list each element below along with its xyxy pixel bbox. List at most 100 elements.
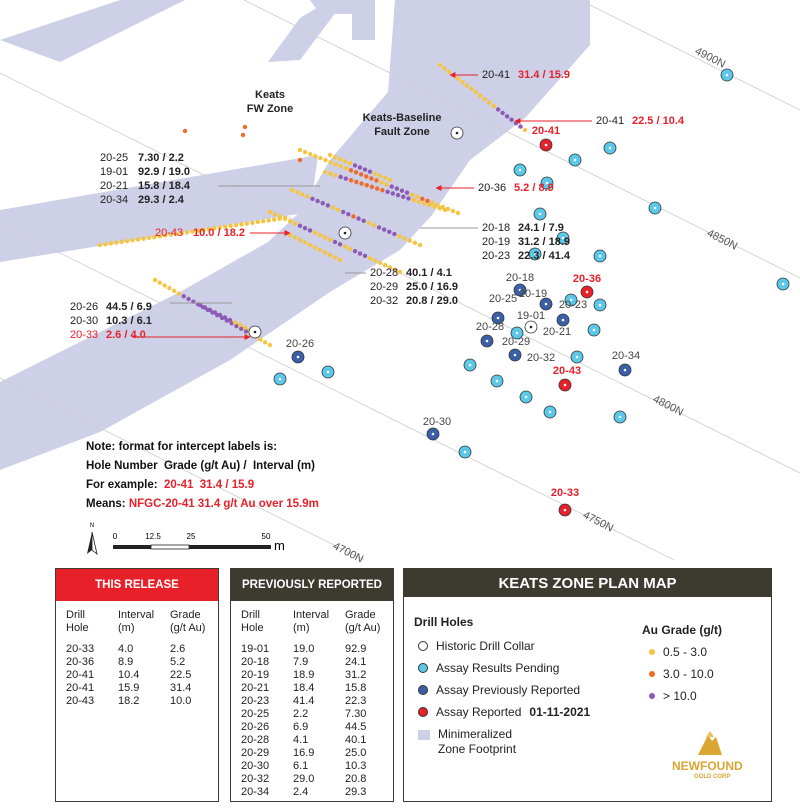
drill-hole-center (538, 212, 542, 216)
drill-trace-dot (227, 317, 233, 323)
table-cell: 20-34 (241, 786, 270, 798)
drill-trace-dot (356, 216, 361, 221)
table-cell: 29.3 (345, 786, 367, 798)
drill-hole-center (575, 355, 579, 359)
table-cell: 7.30 (345, 708, 367, 720)
drill-trace-dot (362, 253, 368, 259)
drill-trace-dot (317, 247, 323, 253)
drill-trace-dot (482, 97, 487, 102)
drill-trace-dot (300, 192, 305, 197)
column-header: Drill Hole (241, 609, 293, 635)
drill-trace-dot (233, 222, 239, 228)
zone-footprint (0, 0, 590, 470)
scale-label: 12.5 (145, 532, 161, 541)
drill-trace-dot (473, 90, 478, 95)
drill-trace-dot (332, 154, 338, 160)
drill-trace-dot (395, 192, 401, 198)
drill-trace-dot (357, 165, 363, 170)
table-cell: 20-21 (241, 682, 270, 694)
zone-label: FW Zone (247, 103, 293, 115)
legend-item: Minimeralized Zone Footprint (418, 727, 516, 757)
table-cell: 22.3 (345, 695, 367, 707)
means: NFGC-20-41 31.4 g/t Au over 15.9m (128, 498, 319, 510)
drill-trace-dot (289, 187, 295, 193)
drill-trace-dot (357, 251, 363, 256)
drill-hole-center (585, 290, 589, 294)
drill-hole-center (524, 395, 528, 399)
drill-trace-dot (359, 181, 364, 186)
table-cell: 22.5 (170, 669, 192, 681)
hole-label: 20-21 (543, 326, 571, 338)
drill-trace-dot (346, 212, 351, 217)
table-cell: 19-01 (241, 643, 270, 655)
drill-trace-dot (327, 152, 333, 158)
intercept-value: 31.2 / 18.9 (518, 236, 570, 248)
drill-hole-center (485, 339, 489, 343)
drill-hole-center (608, 146, 612, 150)
drill-hole-center (529, 325, 533, 329)
drill-trace-dot (337, 257, 343, 263)
drill-trace-dot (352, 249, 358, 254)
drill-trace-dot (271, 217, 277, 222)
drill-trace-dot (372, 171, 378, 176)
legend-item: > 10.0 (649, 689, 697, 703)
drill-trace-dot (263, 340, 268, 345)
hole-label: 20-33 (551, 487, 579, 499)
intercept-hole: 20-28 (370, 267, 398, 279)
grid-line (0, 222, 675, 561)
example: 20-41 31.4 / 15.9 (163, 479, 255, 491)
drill-trace-dot (184, 230, 190, 235)
drill-trace-dot (371, 223, 377, 228)
zone-label: Fault Zone (374, 126, 430, 138)
grid-label: 4900N (693, 45, 727, 70)
intercept-value: 2.6 / 4.0 (106, 329, 146, 341)
table-cell: 7.9 (293, 656, 309, 668)
hole-label: 20-26 (286, 338, 314, 350)
table-title: THIS RELEASE (56, 569, 218, 601)
note-means: Means: NFGC-20-41 31.4 g/t Au over 15.9m (86, 498, 319, 510)
table-cell: 8.9 (118, 656, 134, 668)
drill-hole-center (343, 231, 347, 235)
hole-label: 20-36 (573, 273, 601, 285)
table-cell: 20-28 (241, 734, 270, 746)
drill-trace-dot (509, 117, 514, 122)
drill-trace-dot (392, 231, 397, 237)
drill-hole-center (326, 370, 330, 374)
drill-trace-dot (267, 342, 273, 348)
hole-label: 20-19 (519, 288, 547, 300)
table-cell: 92.9 (345, 643, 367, 655)
drill-trace-dot (415, 194, 420, 199)
intercept-value: 29.3 / 2.4 (138, 194, 185, 206)
drill-trace-dot (332, 239, 338, 245)
intercept-hole: 20-32 (370, 295, 398, 307)
drill-trace-dot (417, 242, 423, 248)
drill-hole-center (518, 168, 522, 172)
drill-trace-dot (382, 262, 388, 268)
drill-trace-dot (207, 307, 213, 313)
grid-line (243, 0, 800, 279)
drill-trace-dot (315, 198, 320, 204)
drill-trace-dot (343, 176, 349, 181)
drill-trace-dot (327, 237, 333, 242)
scale-unit: m (274, 538, 285, 553)
drill-trace-dot (141, 236, 146, 241)
legend-item: Historic Drill Collar (418, 639, 535, 653)
drill-trace-dot (402, 236, 407, 241)
note-example: For example: 20-41 31.4 / 15.9 (86, 479, 254, 491)
drill-trace-dot (478, 93, 483, 98)
table-cell: 6.9 (293, 721, 309, 733)
drill-trace-dot (437, 206, 442, 211)
legend-label: Assay Results Pending (436, 661, 560, 675)
drill-trace-dot (430, 200, 435, 206)
header-line: Interval (118, 609, 155, 621)
hole-label: 20-41 (532, 125, 560, 137)
this-release-table: THIS RELEASE Drill Hole Interval (m) Grade (g… (55, 568, 219, 802)
drill-trace-dot (119, 239, 124, 245)
drill-trace-dot (325, 203, 331, 208)
drill-trace-dot (305, 194, 310, 199)
column-header: Grade (g/t Au) (170, 609, 208, 635)
drill-trace-dot (195, 228, 201, 233)
north-label: N (90, 523, 94, 529)
drill-trace-dot (322, 235, 328, 240)
intercept-hole: 20-26 (70, 301, 98, 313)
